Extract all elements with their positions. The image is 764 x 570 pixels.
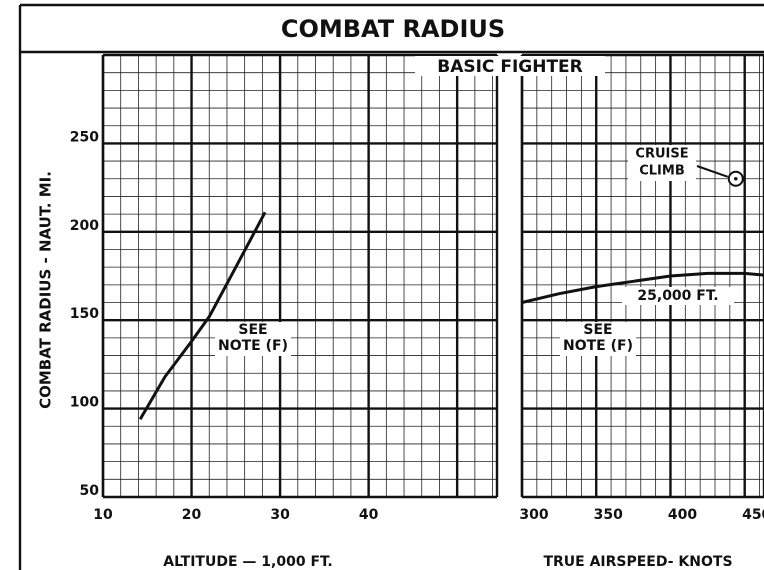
x-tick-label: 40 [359,507,379,523]
y-tick-label: 150 [70,306,99,322]
subtitle: BASIC FIGHTER [437,57,583,77]
point-label: CLIMB [639,164,685,179]
x-axis-label: ALTITUDE — 1,000 FT. [163,554,333,570]
line [138,211,267,420]
arrow [696,165,729,178]
x-tick-label: 30 [270,507,290,523]
annotation: SEE [238,322,267,338]
label-bg [628,145,696,181]
x-axis-label: TRUE AIRSPEED- KNOTS [543,554,732,570]
point-dot [733,176,738,181]
x-tick-label: 10 [93,507,113,523]
label-bg [560,322,636,356]
chart-title: COMBAT RADIUS [281,15,505,43]
annotation: NOTE (F) [563,338,633,354]
label-bg [622,287,734,305]
label-bg [215,322,291,356]
label-bg [415,56,605,76]
annotation: NOTE (F) [218,338,288,354]
x-tick-label: 300 [519,507,548,523]
x-tick-label: 350 [594,507,623,523]
y-axis-label: COMBAT RADIUS - NAUT. MI. [37,171,55,409]
series-label: 25,000 FT. [637,288,718,304]
annotation: SEE [583,322,612,338]
x-tick-label: 20 [182,507,202,523]
y-tick-label: 250 [70,129,99,145]
point-label: CRUISE [635,147,688,162]
y-tick-label: 200 [70,218,99,234]
line [521,271,764,304]
y-tick-label: 100 [70,395,99,411]
x-tick-label: 450 [742,507,764,523]
x-tick-label: 400 [668,507,697,523]
y-tick-label: 50 [80,483,100,499]
